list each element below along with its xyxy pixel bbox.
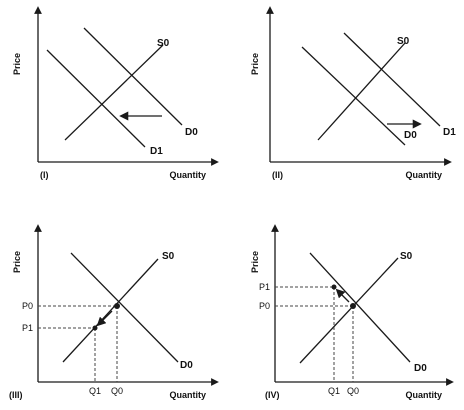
panel-II: Price Quantity (II) S0 D0 D1 — [250, 6, 456, 180]
quantity-label-q1: Q1 — [89, 386, 101, 396]
y-axis-label: Price — [250, 251, 260, 273]
curve-label-d0: D0 — [404, 130, 417, 141]
demand-curve-d1 — [343, 32, 441, 127]
new-point — [92, 325, 98, 331]
curve-label-d0: D0 — [180, 360, 193, 371]
supply-curve-s0 — [299, 257, 399, 364]
y-axis-label: Price — [250, 53, 260, 75]
new-point — [331, 284, 337, 290]
price-label-p0: P0 — [22, 301, 33, 311]
demand-curve-d1 — [46, 49, 146, 148]
quantity-label-q0: Q0 — [111, 386, 123, 396]
supply-curve-s0 — [64, 44, 164, 141]
curve-label-d1: D1 — [443, 127, 456, 138]
curve-label-d1: D1 — [150, 146, 163, 157]
x-axis-label: Quantity — [405, 390, 442, 400]
y-axis-label: Price — [12, 251, 22, 273]
panel-I: Price Quantity (I) S0 D0 D1 — [12, 6, 219, 180]
panel-roman-label: (I) — [40, 170, 49, 180]
demand-curve-d0 — [309, 252, 411, 363]
curve-label-d0: D0 — [414, 363, 427, 374]
x-axis-label: Quantity — [169, 170, 206, 180]
equilibrium-point — [350, 303, 356, 309]
equilibrium-point — [114, 303, 120, 309]
panel-roman-label: (IV) — [265, 390, 280, 400]
curve-label-s0: S0 — [157, 38, 170, 49]
curve-label-s0: S0 — [397, 36, 410, 47]
movement-arrow — [335, 288, 350, 303]
curve-label-s0: S0 — [400, 251, 413, 262]
curve-label-d0: D0 — [185, 127, 198, 138]
panel-IV: Price Quantity (IV) S0 D0 P1 P0 Q1 Q0 — [250, 224, 454, 400]
panel-roman-label: (II) — [272, 170, 283, 180]
demand-curve-d0 — [83, 27, 183, 126]
quantity-label-q0: Q0 — [347, 386, 359, 396]
panel-III: Price Quantity (III) S0 D0 P0 P1 Q1 Q0 — [9, 224, 219, 400]
demand-curve-d0 — [70, 252, 179, 363]
x-axis-label: Quantity — [405, 170, 442, 180]
price-label-p1: P1 — [22, 323, 33, 333]
panel-roman-label: (III) — [9, 390, 23, 400]
demand-curve-d0 — [301, 46, 406, 146]
y-axis-label: Price — [12, 53, 22, 75]
curve-label-s0: S0 — [162, 251, 175, 262]
movement-arrow — [96, 310, 113, 327]
quantity-label-q1: Q1 — [328, 386, 340, 396]
price-label-p0: P0 — [259, 301, 270, 311]
price-label-p1: P1 — [259, 282, 270, 292]
x-axis-label: Quantity — [169, 390, 206, 400]
supply-curve-s0 — [317, 42, 406, 141]
supply-curve-s0 — [62, 258, 159, 363]
